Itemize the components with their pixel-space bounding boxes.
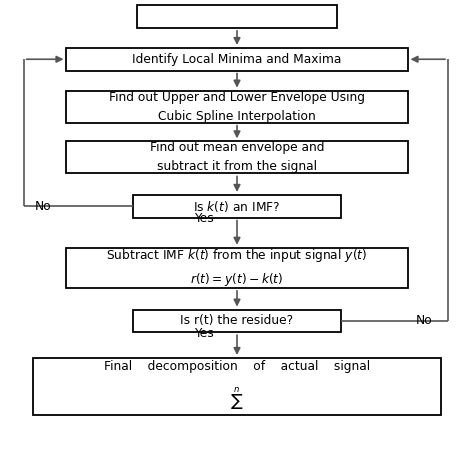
FancyBboxPatch shape <box>137 5 337 28</box>
Text: Subtract IMF $k(t)$ from the input signal $y(t)$
$r(t) = y(t) - k(t)$: Subtract IMF $k(t)$ from the input signa… <box>106 247 368 288</box>
FancyBboxPatch shape <box>133 195 341 218</box>
FancyBboxPatch shape <box>66 91 408 123</box>
Text: Yes: Yes <box>194 212 214 226</box>
FancyBboxPatch shape <box>66 247 408 288</box>
Text: Is $k(t)$ an IMF?: Is $k(t)$ an IMF? <box>193 199 281 214</box>
Text: No: No <box>34 200 51 213</box>
Text: Find out mean envelope and
subtract it from the signal: Find out mean envelope and subtract it f… <box>150 141 324 173</box>
FancyBboxPatch shape <box>66 141 408 173</box>
Text: No: No <box>416 314 433 328</box>
FancyBboxPatch shape <box>33 358 441 415</box>
Text: Final    decomposition    of    actual    signal
$\sum^{n}$: Final decomposition of actual signal $\s… <box>104 360 370 412</box>
FancyBboxPatch shape <box>66 48 408 71</box>
FancyBboxPatch shape <box>133 310 341 332</box>
Text: Find out Upper and Lower Envelope Using
Cubic Spline Interpolation: Find out Upper and Lower Envelope Using … <box>109 91 365 123</box>
Text: Identify Local Minima and Maxima: Identify Local Minima and Maxima <box>132 53 342 66</box>
Text: Yes: Yes <box>194 327 214 340</box>
Text: Is r(t) the residue?: Is r(t) the residue? <box>181 314 293 328</box>
